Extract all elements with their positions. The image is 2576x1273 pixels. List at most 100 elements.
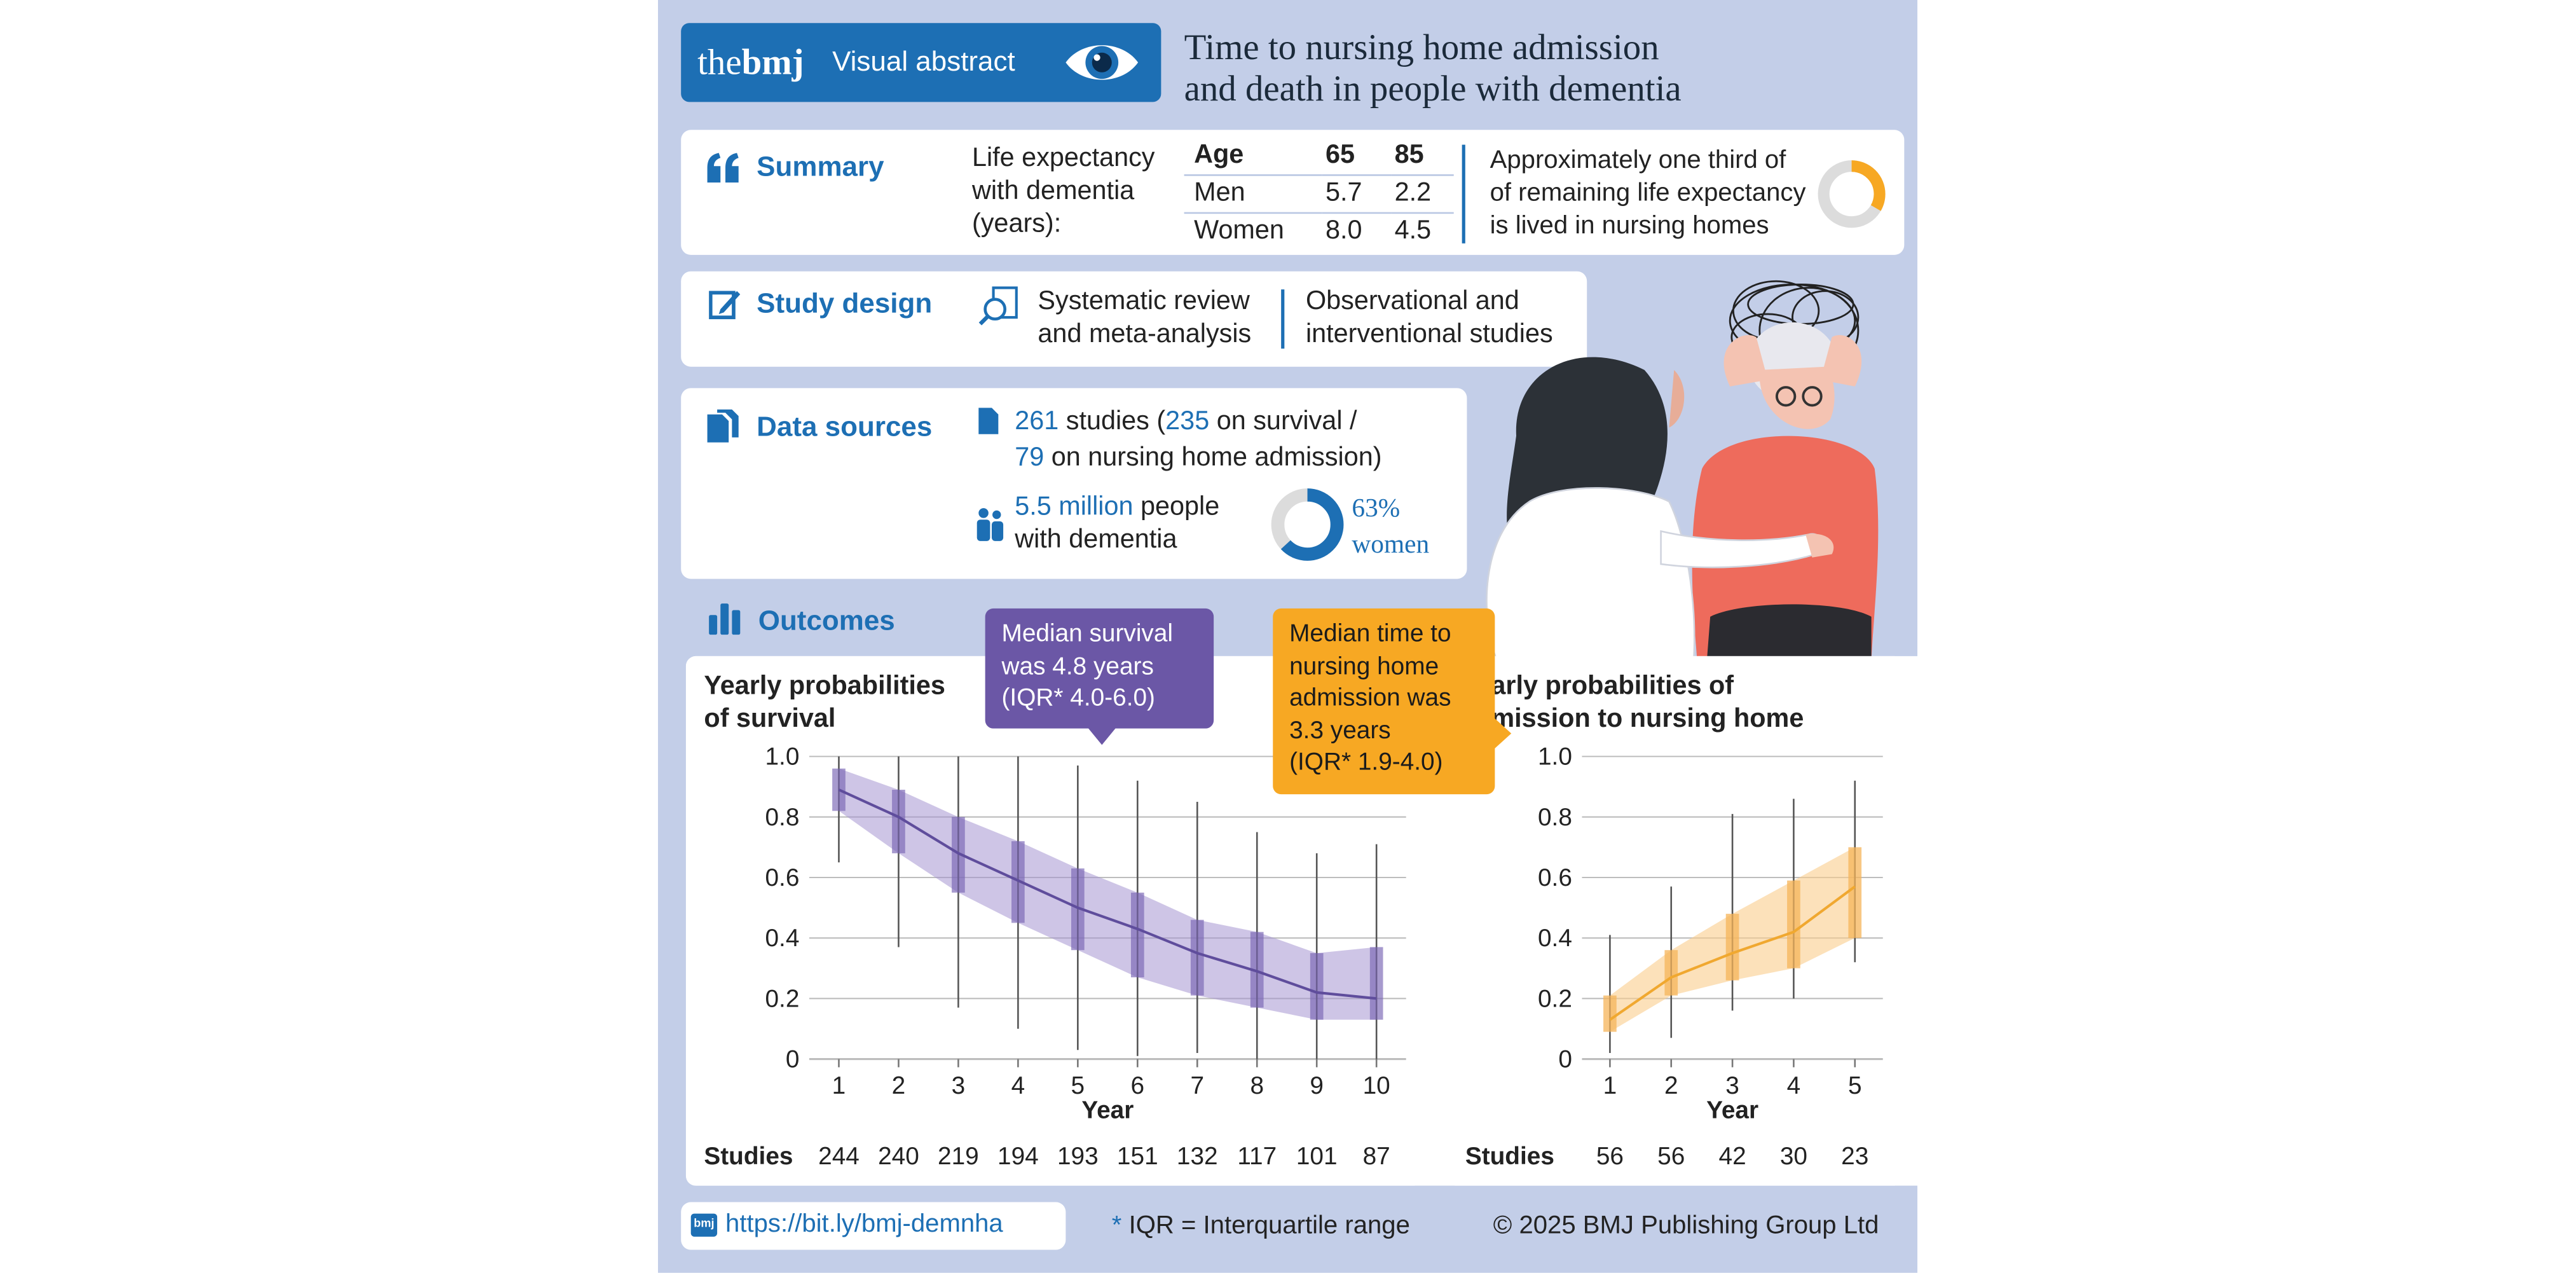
brand-subtitle: Visual abstract bbox=[832, 46, 1015, 78]
x-tick-label: 2 bbox=[892, 1072, 906, 1099]
studies-count: 101 bbox=[1296, 1143, 1338, 1170]
iqr-box bbox=[952, 816, 965, 893]
median-line bbox=[1609, 885, 1856, 1021]
iqr-box bbox=[1190, 919, 1204, 996]
table-cell: Men bbox=[1194, 179, 1245, 207]
y-tick-label: 0.4 bbox=[765, 925, 799, 952]
studies-count: 56 bbox=[1596, 1143, 1624, 1170]
outcomes-heading: Outcomes bbox=[758, 605, 895, 636]
admission-chart-title: Yearly probabilities of admission to nur… bbox=[1460, 672, 1804, 734]
visual-abstract: thebmj Visual abstract Time to nursing h… bbox=[658, 0, 2082, 1273]
studies-count: 219 bbox=[938, 1143, 979, 1170]
iqr-box bbox=[1725, 914, 1739, 981]
bmj-logo: thebmj bbox=[697, 41, 804, 83]
iqr-footnote: * IQR = Interquartile range bbox=[1111, 1212, 1410, 1240]
y-tick-label: 0 bbox=[786, 1045, 800, 1073]
iqr-box bbox=[1664, 950, 1678, 996]
iqr-box bbox=[1369, 947, 1383, 1020]
caregiver-illustration bbox=[1486, 280, 1879, 660]
x-tick-label: 1 bbox=[1603, 1072, 1617, 1099]
studies-count: 132 bbox=[1177, 1143, 1218, 1170]
y-tick-label: 0.6 bbox=[765, 864, 799, 891]
study-design-card: Study design Systematic review and meta-… bbox=[681, 271, 1587, 367]
table-cell: 8.0 bbox=[1325, 217, 1362, 245]
quote-icon bbox=[707, 153, 739, 183]
link-box[interactable]: bmj https://bit.ly/bmj-demnha bbox=[681, 1202, 1066, 1250]
survival-chart-title: Yearly probabilities of survival bbox=[704, 672, 945, 734]
brand-box: thebmj Visual abstract bbox=[681, 23, 1161, 102]
confidence-band bbox=[839, 768, 1377, 1020]
table-header-age: Age bbox=[1194, 141, 1244, 170]
studies-count: 56 bbox=[1657, 1143, 1685, 1170]
table-cell: 5.7 bbox=[1325, 179, 1362, 207]
x-tick-label: 6 bbox=[1131, 1072, 1145, 1099]
page-title: Time to nursing home admission and death… bbox=[1184, 26, 1682, 109]
document-search-icon bbox=[978, 286, 1018, 326]
summary-divider bbox=[1462, 144, 1465, 244]
eye-icon bbox=[1065, 45, 1139, 80]
median-survival-bubble: Median survival was 4.8 years (IQR* 4.0-… bbox=[985, 608, 1214, 729]
data-sources-heading: Data sources bbox=[757, 411, 933, 443]
document-icon bbox=[978, 408, 999, 434]
iqr-box bbox=[1011, 841, 1025, 923]
studies-count: 117 bbox=[1237, 1143, 1277, 1170]
copyright: © 2025 BMJ Publishing Group Ltd bbox=[1493, 1212, 1879, 1240]
y-tick-label: 1.0 bbox=[1538, 743, 1572, 771]
median-admission-bubble: Median time to nursing home admission wa… bbox=[1273, 608, 1495, 795]
x-tick-label: 2 bbox=[1664, 1072, 1678, 1099]
iqr-box bbox=[1787, 880, 1800, 968]
study-design-heading: Study design bbox=[757, 287, 933, 319]
x-axis-title: Year bbox=[1706, 1097, 1758, 1124]
table-header-row: Age 65 85 bbox=[1184, 138, 1454, 175]
y-tick-label: 0.2 bbox=[1538, 985, 1572, 1012]
table-cell: 4.5 bbox=[1394, 217, 1432, 245]
y-tick-label: 0 bbox=[1558, 1045, 1572, 1073]
pencil-note-icon bbox=[709, 291, 741, 319]
people-icon bbox=[976, 508, 1004, 541]
studies-count: 151 bbox=[1117, 1143, 1158, 1170]
survival-chart: 0 0.2 0.4 0.6 0.8 1.0 1 244 2 240 3 219 4 194 5 193 6 151… bbox=[704, 743, 1406, 1170]
iqr-box bbox=[1071, 868, 1085, 951]
studies-count: 244 bbox=[818, 1143, 860, 1170]
studies-summary: 261 studies (235 on survival / 79 on nur… bbox=[1015, 408, 1382, 472]
life-expectancy-label: Life expectancy with dementia (years): bbox=[971, 144, 1155, 238]
admission-chart-card: Yearly probabilities of admission to nur… bbox=[1445, 656, 1905, 1186]
table-cell: Women bbox=[1194, 217, 1284, 245]
life-expectancy-table: Age 65 85 Men 5.7 2.2 Women 8.0 4.5 bbox=[1184, 138, 1454, 250]
y-tick-label: 0.8 bbox=[1538, 804, 1572, 831]
women-percent: 63% women bbox=[1352, 495, 1430, 560]
x-tick-label: 9 bbox=[1310, 1072, 1324, 1099]
table-header-85: 85 bbox=[1394, 141, 1424, 170]
admission-bubble-pointer bbox=[1493, 717, 1512, 750]
studies-count: 193 bbox=[1057, 1143, 1099, 1170]
studies-count: 30 bbox=[1780, 1143, 1807, 1170]
iqr-box bbox=[1603, 995, 1617, 1032]
studies-count: 23 bbox=[1841, 1143, 1868, 1170]
table-header-65: 65 bbox=[1325, 141, 1355, 170]
documents-icon bbox=[707, 409, 739, 443]
bitly-link[interactable]: https://bit.ly/bmj-demnha bbox=[725, 1210, 1003, 1239]
one-third-donut-icon bbox=[1818, 160, 1886, 228]
studies-label: Studies bbox=[1465, 1143, 1554, 1170]
x-tick-label: 8 bbox=[1250, 1072, 1264, 1099]
studies-label: Studies bbox=[704, 1143, 793, 1170]
y-tick-label: 0.2 bbox=[765, 985, 799, 1012]
x-tick-label: 3 bbox=[952, 1072, 966, 1099]
summary-card: Summary Life expectancy with dementia (y… bbox=[681, 130, 1905, 255]
admission-chart: 0 0.2 0.4 0.6 0.8 1.0 1 56 2 56 3 42 4 30 5 23 Year Studi… bbox=[1465, 743, 1883, 1170]
y-tick-label: 1.0 bbox=[765, 743, 799, 771]
women-donut-chart bbox=[1271, 488, 1344, 561]
iqr-box bbox=[1250, 932, 1264, 1008]
iqr-box bbox=[1848, 847, 1862, 939]
iqr-box bbox=[832, 768, 846, 811]
x-tick-label: 4 bbox=[1011, 1072, 1025, 1099]
people-summary: 5.5 million people with dementia bbox=[1015, 493, 1220, 554]
study-design-item-2: Observational and interventional studies bbox=[1305, 287, 1553, 349]
summary-heading: Summary bbox=[757, 151, 884, 183]
bar-chart-icon bbox=[709, 603, 741, 635]
x-tick-label: 1 bbox=[832, 1072, 846, 1099]
x-tick-label: 4 bbox=[1787, 1072, 1801, 1099]
x-tick-label: 5 bbox=[1071, 1072, 1085, 1099]
study-design-divider bbox=[1281, 289, 1285, 349]
table-cell: 2.2 bbox=[1394, 179, 1432, 207]
